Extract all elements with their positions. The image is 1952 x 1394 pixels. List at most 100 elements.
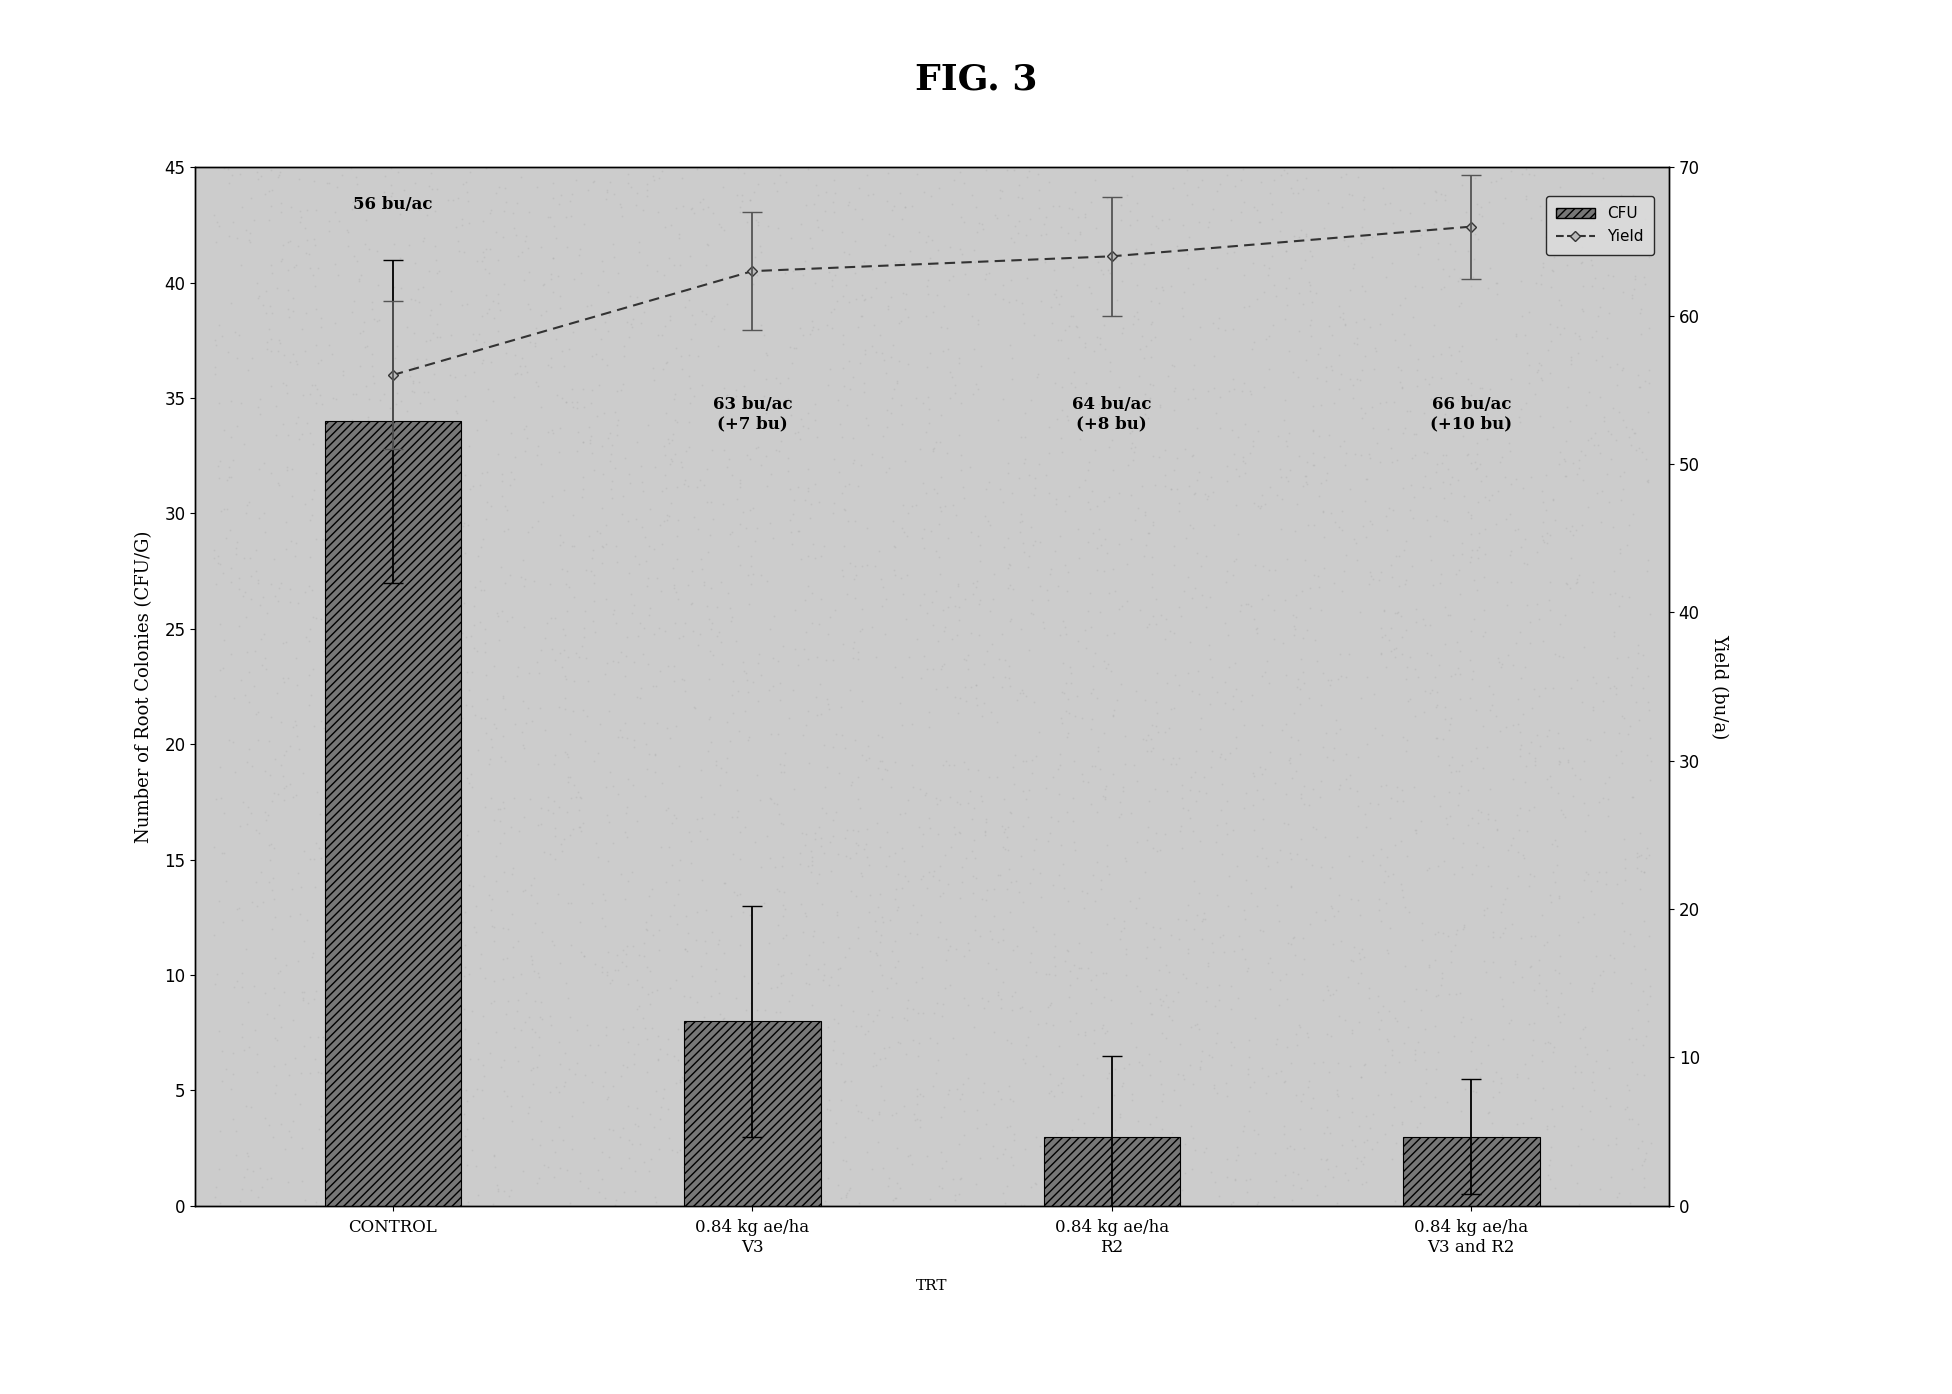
- Point: [1113, 1052, 1144, 1075]
- Point: [1528, 255, 1560, 277]
- Point: [1532, 220, 1564, 243]
- Point: [1347, 937, 1378, 959]
- Point: [550, 573, 582, 595]
- Point: [441, 401, 472, 424]
- Point: [1343, 1115, 1374, 1138]
- Point: [408, 230, 439, 252]
- Point: [847, 744, 878, 767]
- Point: [199, 573, 230, 595]
- Point: [1491, 594, 1523, 616]
- Point: [420, 570, 451, 592]
- Point: [1378, 863, 1409, 885]
- Point: [1353, 666, 1384, 689]
- Point: [242, 507, 273, 530]
- Point: [468, 641, 500, 664]
- Point: [1411, 1058, 1443, 1080]
- Point: [402, 598, 433, 620]
- Point: [826, 696, 857, 718]
- Point: [830, 1184, 861, 1206]
- Point: [1023, 1013, 1054, 1036]
- Point: [1275, 875, 1306, 898]
- Point: [874, 401, 906, 424]
- Point: [1446, 856, 1478, 878]
- Point: [1484, 1082, 1515, 1104]
- Point: [1081, 251, 1113, 273]
- Point: [742, 972, 773, 994]
- Point: [630, 178, 662, 201]
- Point: [609, 1181, 640, 1203]
- Point: [287, 422, 318, 445]
- Point: [215, 291, 246, 314]
- Point: [1495, 160, 1526, 183]
- Point: [1298, 629, 1329, 651]
- Point: [1312, 192, 1343, 215]
- Point: [837, 427, 869, 449]
- Point: [1546, 1096, 1577, 1118]
- Point: [324, 209, 355, 231]
- Point: [1103, 482, 1134, 505]
- Point: [1544, 750, 1575, 772]
- Point: [1632, 470, 1663, 492]
- Point: [1398, 485, 1429, 507]
- Point: [1605, 538, 1636, 560]
- Point: [822, 842, 853, 864]
- Point: [203, 756, 234, 778]
- Point: [568, 700, 599, 722]
- Point: [1081, 802, 1113, 824]
- Point: [1534, 765, 1566, 788]
- Point: [1128, 500, 1159, 523]
- Point: [750, 998, 781, 1020]
- Point: [982, 1146, 1013, 1168]
- Point: [728, 965, 759, 987]
- Point: [1487, 987, 1519, 1009]
- Point: [1402, 347, 1433, 369]
- Point: [340, 758, 371, 781]
- Point: [1173, 631, 1204, 654]
- Point: [588, 552, 619, 574]
- Point: [449, 998, 480, 1020]
- Point: [427, 924, 459, 947]
- Point: [509, 415, 541, 438]
- Point: [267, 234, 299, 256]
- Point: [513, 201, 545, 223]
- Point: [843, 927, 874, 949]
- Point: [1288, 948, 1320, 970]
- Point: [742, 210, 773, 233]
- Point: [752, 215, 783, 237]
- Point: [914, 411, 945, 434]
- Point: [1275, 459, 1306, 481]
- Point: [209, 498, 240, 520]
- Point: [996, 1032, 1027, 1054]
- Point: [394, 1026, 426, 1048]
- Point: [1222, 1144, 1253, 1167]
- Point: [673, 436, 705, 459]
- Point: [724, 513, 755, 535]
- Point: [414, 597, 445, 619]
- Point: [929, 1096, 960, 1118]
- Point: [822, 902, 853, 924]
- Point: [1126, 728, 1158, 750]
- Point: [334, 481, 365, 503]
- Point: [207, 1040, 238, 1062]
- Point: [1279, 1174, 1310, 1196]
- Point: [1407, 608, 1439, 630]
- Point: [1513, 742, 1544, 764]
- Point: [445, 935, 476, 958]
- Point: [488, 860, 519, 882]
- Point: [449, 464, 480, 487]
- Point: [1374, 999, 1405, 1022]
- Point: [1177, 443, 1208, 466]
- Point: [1052, 940, 1083, 962]
- Point: [392, 881, 424, 903]
- Point: [843, 620, 874, 643]
- Point: [590, 1188, 621, 1210]
- Point: [582, 846, 613, 868]
- Point: [476, 914, 508, 937]
- Point: [656, 813, 687, 835]
- Point: [1085, 758, 1117, 781]
- Point: [1120, 771, 1152, 793]
- Point: [841, 287, 873, 309]
- Point: [820, 183, 851, 205]
- Point: [433, 753, 465, 775]
- Point: [1480, 513, 1511, 535]
